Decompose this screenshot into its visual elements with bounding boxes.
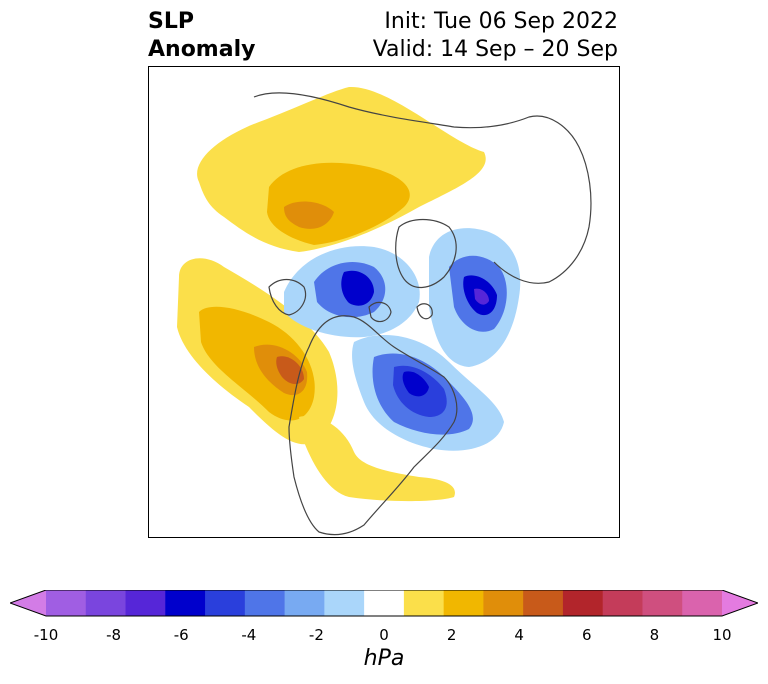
siberia-darkorange-contour: [284, 201, 334, 229]
tick-label: 6: [582, 626, 592, 644]
us-yellow-contour: [299, 416, 455, 502]
valid-date-label: Valid: 14 Sep – 20 Sep: [372, 37, 618, 62]
chart-title: SLP Anomaly: [148, 8, 255, 64]
tick-label: 0: [379, 626, 389, 644]
coastlines: [253, 92, 592, 536]
title-line-2: Anomaly: [148, 37, 256, 62]
colorbar: [10, 590, 758, 617]
tick-label: -6: [173, 626, 189, 644]
map-canvas: [177, 86, 592, 536]
ne-pacific-red-contour: [276, 356, 304, 385]
colorbar-segment: [443, 590, 484, 616]
positive-anomaly-us: [299, 416, 455, 502]
arctic-deepblue-contour: [341, 270, 374, 306]
tick-label: 2: [446, 626, 457, 644]
colorbar-segment: [602, 590, 643, 616]
colorbar-extend-min: [10, 590, 46, 616]
init-date-label: Init: Tue 06 Sep 2022: [384, 9, 618, 34]
coastline-alaska: [268, 278, 307, 316]
title-line-1: SLP: [148, 9, 194, 34]
anomaly-map: [148, 66, 620, 538]
colorbar-segment: [483, 590, 524, 616]
positive-anomaly-siberia: [197, 86, 486, 252]
colorbar-extend-max: [722, 590, 758, 616]
tick-label: -10: [33, 626, 59, 644]
colorbar-segment: [244, 590, 286, 616]
colorbar-outline: [10, 590, 758, 617]
coastline-arctic-islands: [368, 301, 433, 323]
colorbar-segment: [523, 590, 564, 616]
negative-anomaly-hudson-labrador: [352, 334, 504, 451]
colorbar-segment: [324, 590, 365, 616]
coastline-greenland: [395, 218, 457, 288]
colorbar-segment: [165, 590, 206, 616]
colorbar-segment: [205, 590, 246, 616]
tick-label: 10: [712, 626, 732, 644]
tick-label: 8: [649, 626, 660, 644]
tick-label: 4: [514, 626, 524, 644]
tick-label: -8: [106, 626, 122, 644]
colorbar-unit-label: hPa: [363, 646, 405, 671]
colorbar-segment: [642, 590, 683, 616]
colorbar-segment: [403, 590, 445, 616]
colorbar-segment: [562, 590, 604, 616]
tick-label: -2: [308, 626, 324, 644]
coastline-eurasia: [253, 92, 592, 284]
colorbar-segment: [364, 590, 405, 616]
colorbar-segment: [125, 590, 166, 616]
labrador-darkblue-contour: [402, 371, 429, 397]
scandinavia-purple-contour: [474, 288, 489, 305]
colorbar-segment: [46, 590, 87, 616]
negative-anomaly-scandinavia: [429, 228, 521, 367]
coastline-north-america: [288, 315, 458, 536]
siberia-orange-contour: [267, 162, 410, 245]
forecast-dates: Init: Tue 06 Sep 2022 Valid: 14 Sep – 20…: [373, 8, 618, 64]
tick-label: -4: [241, 626, 257, 644]
colorbar-segment: [284, 590, 325, 616]
colorbar-segment: [682, 590, 723, 616]
positive-anomaly-ne-pacific: [177, 258, 338, 445]
colorbar-segment: [85, 590, 127, 616]
negative-anomaly-arctic-canada: [284, 246, 420, 338]
